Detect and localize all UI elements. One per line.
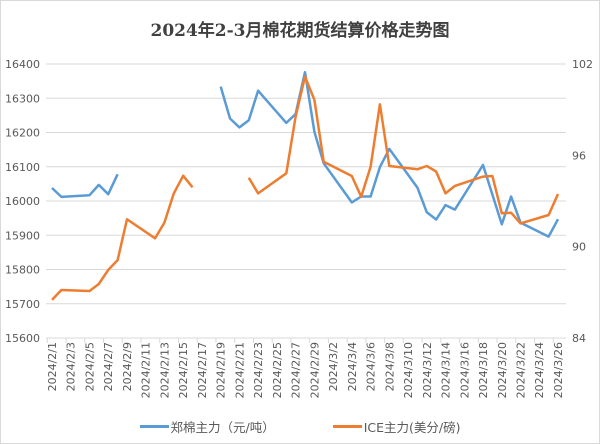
- y-left-tick-label: 15600: [5, 332, 40, 345]
- y-left-tick-label: 16200: [5, 127, 40, 140]
- series-line-0: [219, 70, 560, 238]
- x-tick-label: 2024/2/29: [308, 342, 321, 398]
- x-tick-label: 2024/2/9: [121, 342, 134, 391]
- series-line-0: [51, 173, 119, 199]
- chart-title: 2024年2-3月棉花期货结算价格走势图: [150, 21, 450, 41]
- x-tick-label: 2024/3/20: [496, 342, 509, 398]
- legend-item-ice: ICE主力(美分/磅): [332, 417, 461, 436]
- x-tick-label: 2024/2/23: [252, 342, 265, 398]
- legend-item-zhengzhou: 郑棉主力（元/吨）: [139, 417, 275, 436]
- y-right-tick-label: 84: [572, 332, 586, 345]
- x-tick-label: 2024/3/14: [440, 342, 453, 398]
- x-tick-label: 2024/2/27: [290, 342, 303, 398]
- y-right-tick-label: 90: [572, 241, 586, 254]
- x-tick-label: 2024/2/15: [177, 342, 190, 398]
- y-left-tick-label: 15900: [5, 229, 40, 242]
- x-tick-label: 2024/2/25: [271, 342, 284, 398]
- legend-label: 郑棉主力（元/吨）: [170, 420, 275, 435]
- x-tick-label: 2024/2/11: [140, 342, 153, 398]
- x-tick-label: 2024/2/3: [65, 342, 78, 391]
- y-left-tick-label: 16400: [5, 58, 40, 71]
- x-tick-label: 2024/3/24: [533, 342, 546, 398]
- y-left-tick-label: 16100: [5, 161, 40, 174]
- x-tick-label: 2024/2/5: [83, 342, 96, 391]
- series-line-1: [247, 75, 560, 225]
- x-tick-label: 2024/3/2: [327, 342, 340, 391]
- x-tick-label: 2024/2/13: [158, 342, 171, 398]
- y-right-tick-label: 96: [572, 149, 586, 162]
- x-tick-label: 2024/2/19: [215, 342, 228, 398]
- series-line-1: [51, 174, 194, 301]
- y-left-tick-label: 15700: [5, 298, 40, 311]
- y-left-tick-label: 16000: [5, 195, 40, 208]
- x-tick-label: 2024/3/6: [365, 342, 378, 391]
- x-tick-label: 2024/2/1: [46, 342, 59, 391]
- legend-swatch-blue: [139, 425, 169, 428]
- y-left-tick-label: 16300: [5, 92, 40, 105]
- x-tick-label: 2024/3/26: [552, 342, 565, 398]
- y-right-tick-label: 102: [572, 58, 593, 71]
- y-left-tick-label: 15800: [5, 264, 40, 277]
- x-tick-label: 2024/3/8: [383, 342, 396, 391]
- legend: 郑棉主力（元/吨） ICE主力(美分/磅): [0, 417, 600, 436]
- x-tick-label: 2024/3/22: [515, 342, 528, 398]
- x-tick-label: 2024/2/17: [196, 342, 209, 398]
- x-tick-label: 2024/2/7: [102, 342, 115, 391]
- legend-label: ICE主力(美分/磅): [363, 420, 461, 435]
- x-tick-label: 2024/3/18: [477, 342, 490, 398]
- x-tick-label: 2024/3/12: [421, 342, 434, 398]
- x-tick-label: 2024/3/16: [458, 342, 471, 398]
- x-tick-label: 2024/3/10: [402, 342, 415, 398]
- x-tick-label: 2024/3/4: [346, 342, 359, 391]
- x-tick-label: 2024/2/21: [233, 342, 246, 398]
- legend-swatch-orange: [332, 425, 362, 428]
